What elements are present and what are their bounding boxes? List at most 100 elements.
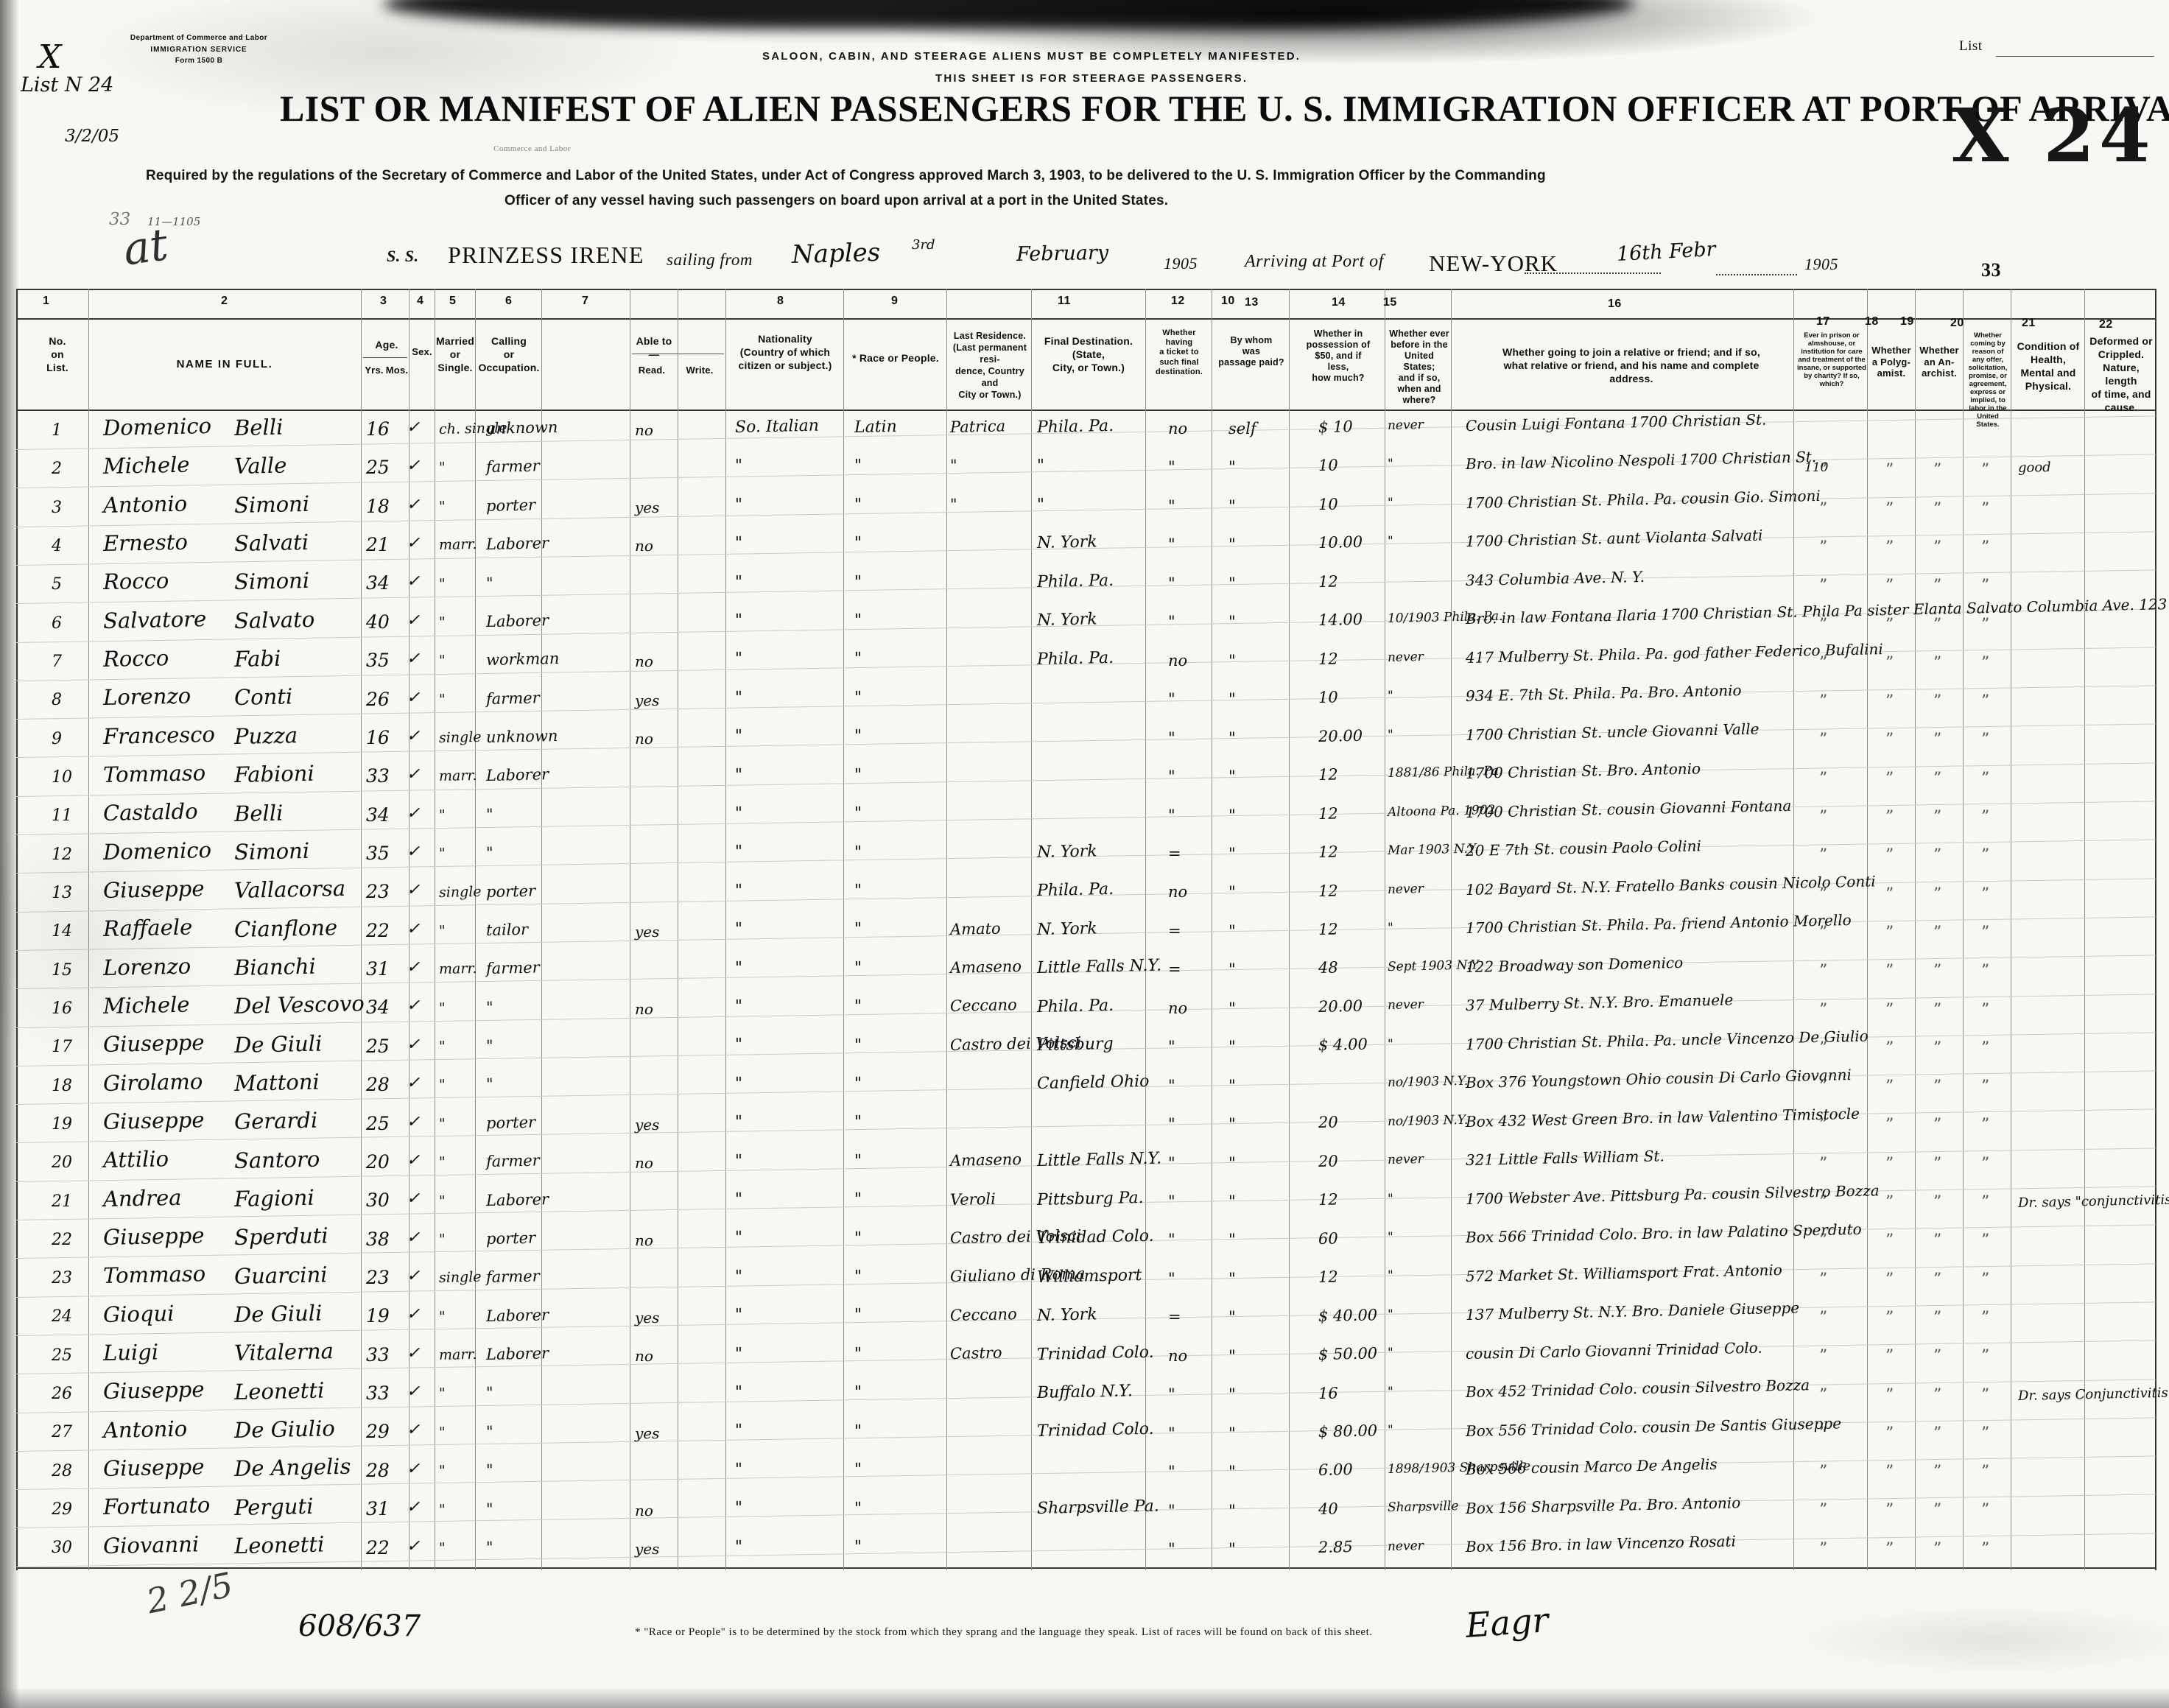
money-possessed: 12 bbox=[1318, 765, 1338, 784]
final-destination: Williamsport bbox=[1036, 1265, 1142, 1287]
money-possessed: 20.00 bbox=[1318, 726, 1363, 745]
ditto-mark: ” bbox=[1819, 1463, 1828, 1482]
final-destination: Phila. Pa. bbox=[1036, 996, 1114, 1016]
sex-check: ✓ bbox=[407, 1112, 421, 1131]
ditto-mark: ” bbox=[1933, 846, 1942, 865]
has-ticket: " bbox=[1168, 1540, 1175, 1558]
colhead-able-to: Able to— bbox=[636, 335, 672, 360]
age-years: 19 bbox=[366, 1305, 390, 1327]
nationality: " bbox=[734, 1151, 743, 1170]
ditto-mark: ” bbox=[1819, 923, 1828, 942]
sex-check: ✓ bbox=[407, 726, 421, 745]
ditto-mark: ” bbox=[1885, 538, 1894, 557]
occupation: Laborer bbox=[485, 765, 549, 785]
marital-status: single bbox=[438, 728, 482, 746]
ditto-mark: ” bbox=[1981, 731, 1990, 750]
surname: Guarcini bbox=[233, 1262, 328, 1289]
nationality: " bbox=[734, 1036, 743, 1055]
nationality: " bbox=[734, 1498, 743, 1518]
has-ticket: " bbox=[1168, 1385, 1175, 1404]
col-sep-7b bbox=[725, 289, 726, 1570]
marital-status: marr. bbox=[438, 536, 477, 554]
given-name: Rocco bbox=[102, 568, 169, 595]
notice-line-1: SALOON, CABIN, AND STEERAGE ALIENS MUST … bbox=[762, 50, 1301, 63]
money-possessed: 12 bbox=[1318, 881, 1338, 900]
given-name: Giuseppe bbox=[102, 1223, 205, 1251]
colnum-11: 11 bbox=[1058, 295, 1071, 307]
list-label: List bbox=[1959, 38, 1983, 54]
given-name: Andrea bbox=[102, 1184, 182, 1212]
arrival-year: 1905 bbox=[1804, 255, 1838, 273]
occupation: " bbox=[485, 998, 493, 1016]
relative-or-friend: 137 Mulberry St. N.Y. Bro. Daniele Giuse… bbox=[1465, 1298, 1800, 1324]
row-number: 5 bbox=[52, 575, 62, 594]
sex-check: ✓ bbox=[407, 495, 421, 514]
age-years: 20 bbox=[366, 1150, 390, 1173]
given-name: Luigi bbox=[102, 1339, 159, 1366]
ever-before-in-us: " bbox=[1387, 1346, 1394, 1361]
sex-check: ✓ bbox=[407, 919, 421, 938]
able-to-read: no bbox=[635, 730, 653, 748]
final-destination: Phila. Pa. bbox=[1036, 880, 1114, 901]
has-ticket: " bbox=[1168, 1076, 1175, 1094]
ditto-mark: ” bbox=[1885, 577, 1894, 596]
sex-check: ✓ bbox=[407, 688, 421, 707]
sex-check: ✓ bbox=[407, 1074, 421, 1093]
age-years: 34 bbox=[366, 572, 390, 594]
able-to-read: no bbox=[635, 421, 653, 439]
ditto-mark: ” bbox=[1933, 1000, 1942, 1019]
relative-or-friend: Bro. in law Fontana Ilaria 1700 Christia… bbox=[1465, 595, 2168, 628]
relative-or-friend: 572 Market St. Williamsport Frat. Antoni… bbox=[1465, 1260, 1783, 1285]
nationality: So. Italian bbox=[734, 416, 820, 437]
age-years: 35 bbox=[366, 650, 390, 672]
colnum-12: 12 bbox=[1171, 295, 1185, 307]
relative-or-friend: 1700 Christian St. Bro. Antonio bbox=[1465, 759, 1701, 783]
money-possessed: 12 bbox=[1318, 572, 1338, 591]
last-residence: Patrica bbox=[949, 417, 1006, 436]
ditto-mark: ” bbox=[1981, 846, 1990, 865]
age-years: 33 bbox=[366, 1343, 390, 1366]
final-destination: Trinidad Colo. bbox=[1036, 1226, 1154, 1248]
last-residence: Amato bbox=[949, 919, 1001, 938]
colnum-7: 7 bbox=[582, 295, 589, 307]
ditto-mark: ” bbox=[1885, 1308, 1894, 1327]
final-destination: Little Falls N.Y. bbox=[1036, 1149, 1162, 1171]
ever-before-in-us: never bbox=[1387, 417, 1424, 433]
ditto-mark: ” bbox=[1933, 1193, 1942, 1212]
race-or-people: " bbox=[854, 650, 862, 669]
ditto-mark: ” bbox=[1819, 962, 1828, 981]
row-number: 19 bbox=[52, 1114, 72, 1134]
ditto-mark: ” bbox=[1933, 962, 1942, 981]
money-possessed: 12 bbox=[1318, 843, 1338, 862]
row-number: 29 bbox=[52, 1500, 72, 1519]
sex-check: ✓ bbox=[407, 1536, 421, 1556]
surname: Puzza bbox=[233, 722, 298, 749]
ditto-mark: ” bbox=[1981, 885, 1990, 904]
row-number: 1 bbox=[52, 421, 62, 440]
occupation: unknown bbox=[485, 418, 558, 437]
money-possessed: 40 bbox=[1318, 1500, 1338, 1518]
money-possessed: 10.00 bbox=[1318, 533, 1363, 552]
occupation: Laborer bbox=[485, 1305, 549, 1325]
relative-or-friend: 20 E 7th St. cousin Paolo Colini bbox=[1465, 837, 1702, 860]
passage-paid-by: self bbox=[1228, 420, 1256, 437]
money-possessed: 10 bbox=[1318, 688, 1338, 707]
passage-paid-by: " bbox=[1228, 1308, 1236, 1326]
surname: De Giulio bbox=[233, 1416, 336, 1444]
race-or-people: " bbox=[854, 843, 862, 862]
sex-check: ✓ bbox=[407, 1035, 421, 1054]
given-name: Gioqui bbox=[102, 1300, 175, 1327]
money-possessed: 12 bbox=[1318, 804, 1338, 823]
row-rule bbox=[15, 492, 2156, 527]
passage-paid-by: " bbox=[1228, 921, 1236, 940]
colhead-no-on-list: No. on List. bbox=[46, 335, 68, 373]
occupation: Laborer bbox=[485, 1344, 549, 1363]
margin-list-note: List N 24 bbox=[21, 74, 114, 96]
marital-status: " bbox=[438, 1115, 446, 1132]
ditto-mark: ” bbox=[1981, 692, 1990, 711]
final-destination: Buffalo N.Y. bbox=[1036, 1382, 1133, 1402]
race-or-people: " bbox=[854, 920, 862, 939]
ditto-mark: ” bbox=[1885, 1231, 1894, 1251]
marital-status: " bbox=[438, 999, 446, 1016]
department-block: Department of Commerce and Labor IMMIGRA… bbox=[129, 32, 269, 67]
